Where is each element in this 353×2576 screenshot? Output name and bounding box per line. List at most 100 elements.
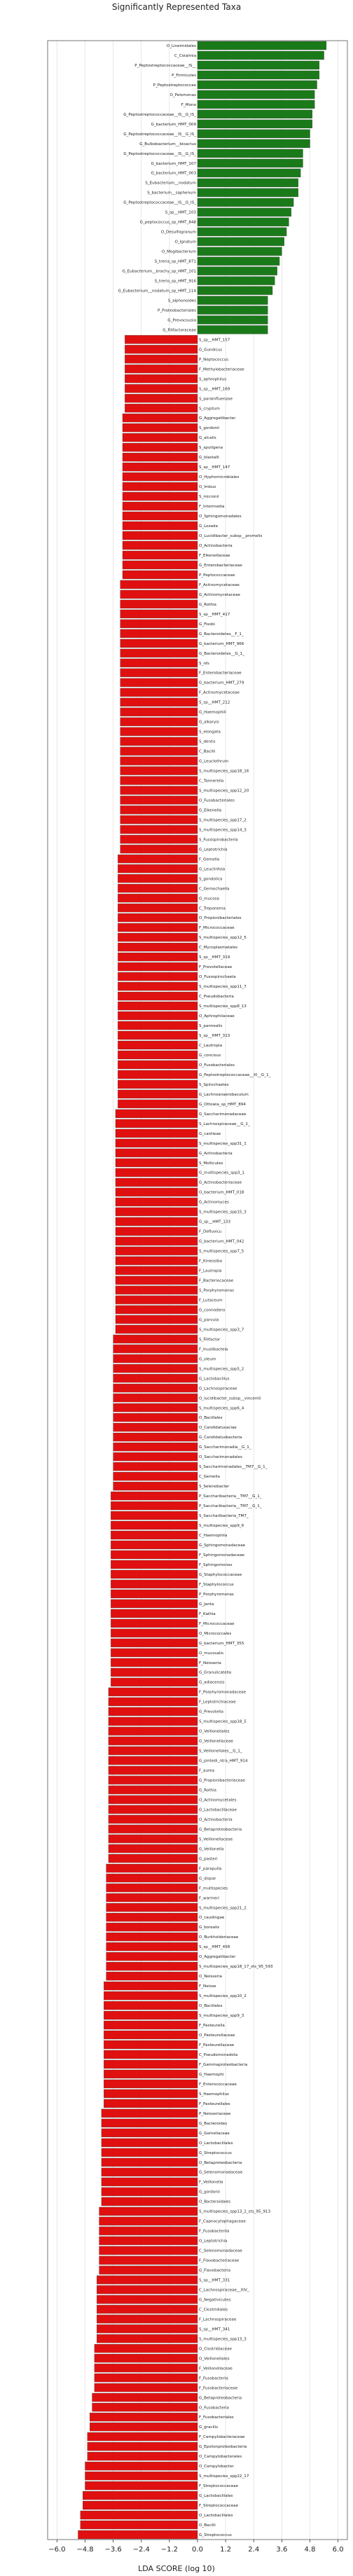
bar-label: G_peptococcus_sp_HMT_848 [140,221,197,225]
bar-label: F_Lutaceum [199,1298,223,1302]
bar-negative [106,1893,198,1902]
x-tick-label: −6.0 [48,2546,65,2554]
bar-negative [120,580,198,590]
bar-label: C_Gemochaella [199,887,229,891]
bar-negative [80,2510,198,2520]
bar-label: C_Clostridiales [199,2308,228,2312]
bar-label: S_Saccharibacteria_TM7_ [199,1514,249,1518]
bar-negative [118,1021,198,1030]
bar-positive [197,70,320,80]
bar-label: P_Firmicutes [172,74,196,78]
bar-label: G_bacterium_HMT_042 [199,1240,244,1244]
bar-label: F_Flavobacteriaceae [199,2259,240,2263]
bar-negative [125,364,198,374]
bar-negative [85,2481,198,2490]
bar-labels: O_Lineimidales C_Coialmia P_Peptostreptoco… [118,44,273,2537]
bar-negative [118,972,198,981]
bar-label: S_multispecies_spp3_7 [199,1328,244,1332]
x-tick-label: −3.6 [104,2546,121,2554]
bar-negative [115,1138,198,1147]
bar-negative [118,1060,198,1070]
bar-negative [97,2334,198,2343]
bar-label: O_Clostridiaceae [199,2347,233,2351]
bar-negative [108,1776,198,1785]
bar-negative [108,1717,198,1726]
bar-label: P_Porphyromonas [199,1593,234,1597]
bar-label: F_Neisse [199,1984,216,1989]
bar-label: F_Prevotellaceae [199,965,233,969]
bar-negative [120,599,198,609]
bar-label: S_sp__HMT_157 [199,338,230,342]
bar-negative [111,1520,198,1530]
bar-label: G_Negativicutes [199,2298,231,2302]
bar-label: G_Bacteroidetes__G_1_ [199,652,244,656]
bar-label: G_Saccharimonadaceae [199,1112,247,1117]
x-tick-label: −2.4 [133,2546,150,2554]
x-tick-label: 4.8 [305,2546,316,2554]
bar-label: F_Pasteurella [199,2024,225,2028]
bar-label: O_Micrococcales [199,1632,231,1636]
bar-negative [120,648,198,657]
bar-label: O_Pelomonas [169,93,196,97]
bar-label: G_bacterium_HMT_107 [151,162,197,166]
bar-negative [115,1148,198,1157]
bar-negative [104,2099,198,2108]
bar-negative [97,2275,198,2284]
bar-negative [108,1746,198,1755]
bar-negative [115,1227,198,1236]
bar-negative [99,2265,198,2275]
bar-negative [90,2413,198,2422]
bar-label: F_Fusobacteriia [199,2230,229,2234]
bar-positive [197,100,315,109]
bar-label: G_Bacteroidetes__F_1_ [199,632,244,636]
bar-negative [122,443,198,452]
bar-label: S_multispecies_spp7_5 [199,1250,244,1254]
bar-label: F_Actinomycetaceae [199,583,240,587]
bar-label: F_Sphingomonas [199,1563,233,1567]
bar-negative [111,1638,198,1647]
bar-negative [111,1511,198,1520]
bar-label: G_pasteri [199,1857,218,1861]
bar-negative [115,1197,198,1206]
bar-positive [197,306,268,315]
bar-negative [104,2089,198,2099]
bar-label: P_Proteobacteriales [158,308,196,313]
bar-negative [113,1433,198,1442]
bar-label: S_multispecies_spp31_1 [199,1142,247,1146]
bar-negative [111,1658,198,1667]
bar-label: G_Prevotella [199,1710,223,1715]
bar-negative [111,1609,198,1618]
x-tick-label: −1.2 [161,2546,178,2554]
bar-label: S_multispecies_spp22_17 [199,2474,249,2479]
bar-negative [101,2167,198,2176]
bar-label: G_Gemellaceae [199,2132,230,2136]
bar-label: S_sp__HMT_417 [199,613,230,617]
bar-negative [118,953,198,962]
bar-negative [80,2520,198,2530]
bar-label: G_adiacensis [199,1681,225,1685]
bar-label: F_Capnocytophagaceae [199,2220,246,2224]
bar-label: O_lucidibacter_subsp__vincentii [199,1396,261,1401]
bar-label: O_Lactobacillales [199,2141,233,2146]
bar-label: S_multispecies_spp12_5 [199,936,247,940]
bar-negative [122,521,198,531]
bar-label: O_Hyphomicrobiales [199,475,239,479]
bar-positive [197,168,301,177]
bar-label: P_Peptostreptococcae [153,83,197,88]
bar-negative [78,2530,198,2540]
bar-label: C_Lachnospiraceae__XIV_ [199,2289,249,2293]
bar-label: F_Defluvicu [199,1230,222,1234]
bar-label: F_Staphylococcus [199,1583,234,1587]
bar-negative [99,2216,198,2226]
bar-negative [97,2295,198,2304]
bar-negative [118,884,198,893]
bar-label: G_Enterobacteriaceae [199,564,242,568]
bar-label: O_Candidatusaciae [199,1426,237,1430]
bar-negative [115,1305,198,1314]
bar-negative [101,2197,198,2206]
bar-label: S_Fusospirobacteria [199,838,238,842]
bar-label: C_Haemophila [199,1534,227,1538]
bar-negative [118,1001,198,1011]
bar-label: F_Fusobacteriales [199,2415,234,2420]
bar-negative [125,345,198,354]
